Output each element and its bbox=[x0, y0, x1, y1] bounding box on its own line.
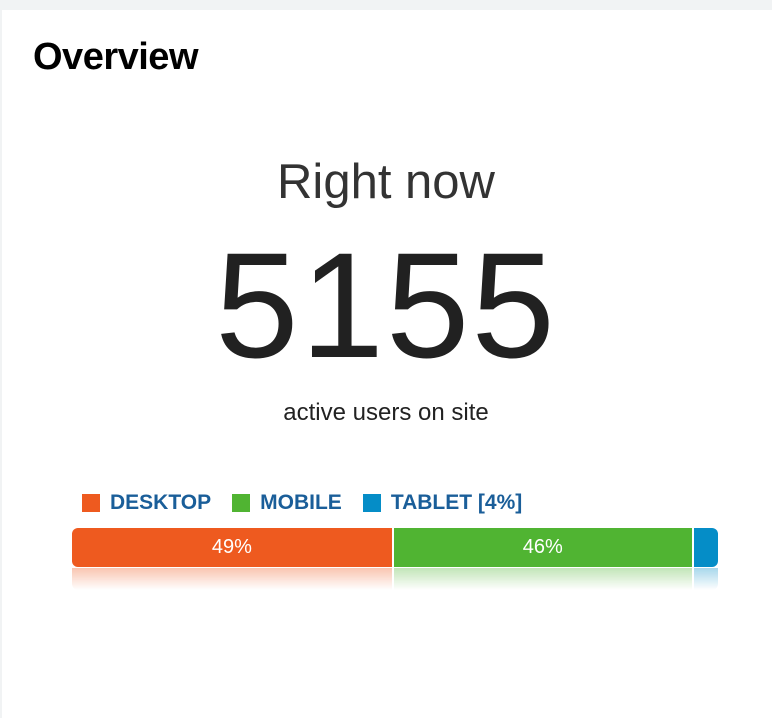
device-share-bar-reflection bbox=[72, 568, 718, 590]
overview-card: Overview bbox=[2, 10, 772, 718]
active-users-caption: active users on site bbox=[283, 399, 489, 426]
bar-segment-desktop[interactable]: 49% bbox=[72, 528, 392, 567]
bar-reflection-mobile bbox=[391, 568, 692, 590]
bar-label-desktop: 49% bbox=[211, 536, 252, 558]
legend-item-tablet[interactable]: TABLET [4%] bbox=[362, 491, 523, 514]
mobile-swatch-icon bbox=[232, 493, 251, 512]
tablet-swatch-icon bbox=[362, 493, 381, 512]
device-share-bar: 49% 46% bbox=[72, 528, 718, 567]
legend-item-desktop[interactable]: DESKTOP bbox=[82, 492, 211, 513]
legend-item-mobile[interactable]: MOBILE bbox=[232, 492, 342, 513]
active-users-count: 5155 bbox=[215, 221, 557, 389]
bar-segment-tablet[interactable] bbox=[691, 528, 718, 567]
legend-label-tablet: TABLET [4%] bbox=[390, 491, 523, 514]
bar-segment-mobile[interactable]: 46% bbox=[391, 528, 692, 567]
desktop-swatch-icon bbox=[82, 493, 100, 512]
device-legend: DESKTOP MOBILE TABLET [4%] bbox=[82, 492, 543, 513]
bar-reflection-desktop bbox=[72, 568, 392, 590]
card-title: Overview bbox=[33, 36, 199, 78]
bar-reflection-tablet bbox=[691, 568, 718, 590]
bar-label-mobile: 46% bbox=[522, 536, 563, 558]
legend-label-mobile: MOBILE bbox=[260, 491, 342, 514]
legend-label-desktop: DESKTOP bbox=[110, 491, 212, 514]
right-now-heading: Right now bbox=[277, 155, 495, 209]
